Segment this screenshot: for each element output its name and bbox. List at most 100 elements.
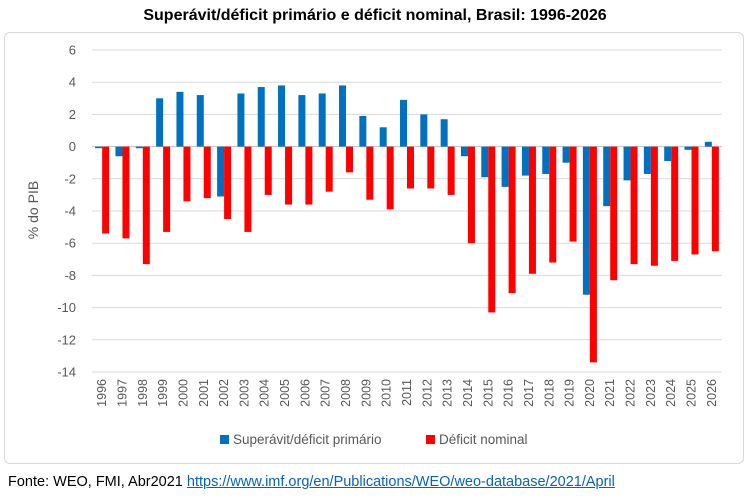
x-tick-label: 2003 <box>237 379 251 407</box>
bar-nominal-2004 <box>264 146 272 195</box>
bar-nominal-2012 <box>427 146 435 189</box>
y-tick-label: 6 <box>69 43 76 58</box>
bar-primary-1999 <box>156 98 164 147</box>
x-tick-label: 2009 <box>359 379 373 407</box>
x-tick-label: 2011 <box>400 379 414 406</box>
bar-nominal-2006 <box>305 146 313 205</box>
bar-nominal-1996 <box>102 146 110 234</box>
y-tick-label: 0 <box>69 139 76 154</box>
y-tick-label: 4 <box>69 75 76 90</box>
bar-nominal-2005 <box>285 146 293 205</box>
bar-primary-2016 <box>501 146 509 187</box>
y-tick-label: -14 <box>57 365 76 380</box>
source-note: Fonte: WEO, FMI, Abr2021 https://www.imf… <box>8 474 615 490</box>
bar-nominal-1997 <box>122 146 130 239</box>
x-tick-label: 2023 <box>644 379 658 407</box>
bar-nominal-2021 <box>610 146 618 281</box>
bar-primary-1997 <box>115 146 123 157</box>
bar-primary-2019 <box>562 146 570 163</box>
bar-nominal-2013 <box>447 146 455 195</box>
bar-primary-2006 <box>298 95 306 147</box>
bar-nominal-2015 <box>488 146 496 313</box>
bar-nominal-2024 <box>671 146 679 261</box>
bar-primary-2023 <box>643 146 651 174</box>
bar-primary-2000 <box>176 91 184 147</box>
x-tick-label: 2001 <box>197 379 211 407</box>
x-tick-label: 2026 <box>705 379 719 407</box>
bar-primary-2004 <box>257 87 265 147</box>
y-tick-label: -10 <box>57 300 76 315</box>
bar-primary-2011 <box>400 99 407 147</box>
bar-primary-2021 <box>603 146 611 207</box>
x-tick-label: 2015 <box>481 379 495 407</box>
legend-swatch-primary <box>220 435 229 444</box>
bar-nominal-2009 <box>366 146 374 200</box>
bar-primary-2026 <box>704 141 712 147</box>
chart-title: Superávit/déficit primário e déficit nom… <box>143 7 607 24</box>
x-tick-label: 2000 <box>176 379 190 407</box>
x-tick-label: 2022 <box>624 379 638 407</box>
bar-nominal-1998 <box>142 146 150 265</box>
x-tick-label: 2017 <box>522 379 536 407</box>
x-tick-label: 2010 <box>380 379 394 407</box>
bar-primary-2008 <box>339 85 347 147</box>
bar-primary-2020 <box>582 146 590 295</box>
bar-nominal-2008 <box>346 146 354 173</box>
bar-primary-2010 <box>379 127 387 147</box>
bar-primary-2022 <box>623 146 631 181</box>
x-tick-label: 2002 <box>217 379 231 407</box>
source-link[interactable]: https://www.imf.org/en/Publications/WEO/… <box>186 474 615 490</box>
bar-primary-2013 <box>440 119 448 147</box>
axes: 6 4 2 0 -2 -4 -6 -8 -10 -12 -14 1996 1997 1998 1999 200… <box>57 43 719 407</box>
y-tick-label: -12 <box>57 332 76 347</box>
y-tick-label: -2 <box>64 171 76 186</box>
bar-primary-2001 <box>196 95 204 147</box>
x-tick-label: 2007 <box>319 379 333 407</box>
bar-nominal-2023 <box>650 146 658 266</box>
bar-primary-1998 <box>135 146 143 149</box>
bar-primary-2009 <box>359 116 367 147</box>
bar-primary-2014 <box>460 146 468 157</box>
bar-nominal-2025 <box>691 146 699 255</box>
x-tick-label: 2012 <box>420 379 434 407</box>
bar-primary-2015 <box>481 146 489 178</box>
bar-nominal-2018 <box>549 146 557 263</box>
legend: Superávit/déficit primário Déficit nomin… <box>220 432 528 447</box>
bar-primary-2017 <box>521 146 529 176</box>
bar-primary-2007 <box>318 93 326 147</box>
x-tick-label: 2020 <box>583 379 597 407</box>
x-tick-label: 2014 <box>461 379 475 407</box>
gridlines <box>92 49 722 373</box>
bar-primary-2003 <box>237 93 245 147</box>
bar-primary-1996 <box>95 146 103 149</box>
bar-nominal-2011 <box>407 146 414 189</box>
bar-nominal-1999 <box>163 146 171 232</box>
bar-nominal-2010 <box>386 146 394 210</box>
x-tick-label: 2025 <box>685 379 699 407</box>
bar-primary-2002 <box>217 146 225 197</box>
source-prefix: Fonte: WEO, FMI, Abr2021 <box>8 474 187 490</box>
bar-primary-2024 <box>664 146 672 162</box>
x-tick-label: 2019 <box>563 379 577 407</box>
x-tick-label: 2004 <box>258 379 272 407</box>
bar-nominal-2020 <box>589 146 597 363</box>
bar-nominal-2001 <box>203 146 211 199</box>
bar-nominal-2000 <box>183 146 191 202</box>
bar-primary-2018 <box>542 146 550 174</box>
bar-nominal-2007 <box>325 146 333 192</box>
bar-nominal-2003 <box>244 146 252 232</box>
y-tick-label: 2 <box>69 107 76 122</box>
x-tick-label: 1999 <box>156 379 170 407</box>
bars <box>95 85 719 363</box>
x-tick-label: 1997 <box>115 379 129 407</box>
legend-label-nominal: Déficit nominal <box>439 432 528 447</box>
x-tick-label: 2018 <box>542 379 556 407</box>
chart-area <box>4 32 744 464</box>
bar-primary-2025 <box>684 146 692 150</box>
y-tick-label: -8 <box>64 268 76 283</box>
x-tick-label: 2006 <box>298 379 312 407</box>
x-tick-label: 2024 <box>664 379 678 407</box>
x-tick-label: 2016 <box>502 379 516 407</box>
legend-label-primary: Superávit/déficit primário <box>233 432 382 447</box>
bar-primary-2005 <box>278 85 286 147</box>
